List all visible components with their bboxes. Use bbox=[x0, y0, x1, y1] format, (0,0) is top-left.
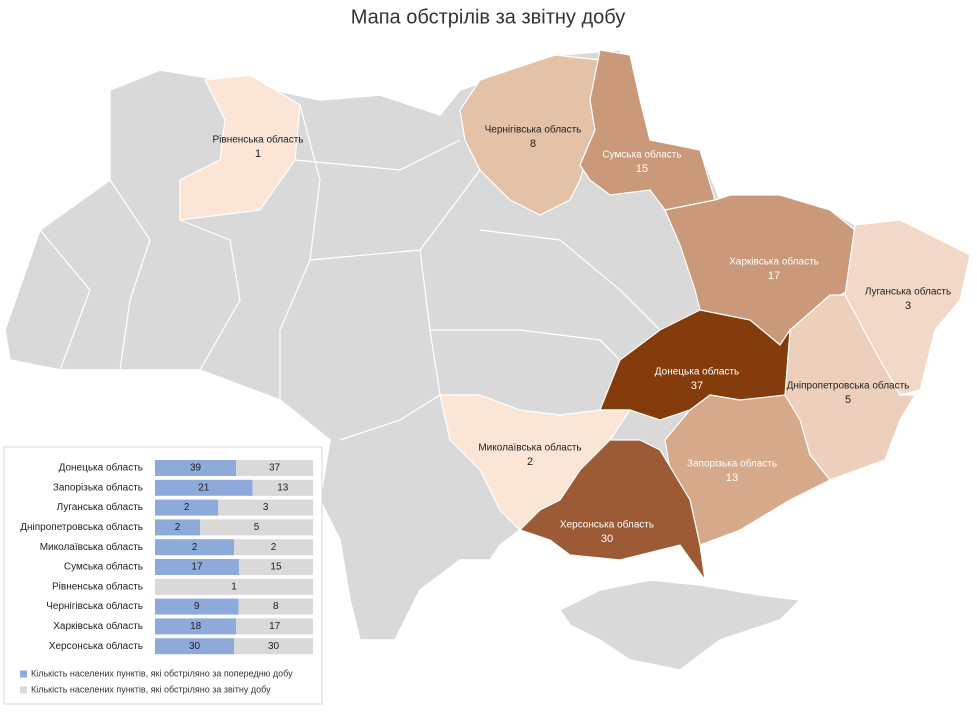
region-value: 37 bbox=[691, 380, 703, 392]
region-value: 17 bbox=[768, 270, 780, 282]
data-label: 1 bbox=[231, 581, 237, 592]
data-label: 18 bbox=[190, 621, 202, 632]
region-name: Донецька область bbox=[655, 366, 739, 378]
region-value: 2 bbox=[527, 456, 533, 468]
bar-segment bbox=[155, 638, 234, 655]
region-value: 1 bbox=[255, 148, 261, 160]
data-label: 21 bbox=[198, 482, 210, 493]
region-name: Запорізька область bbox=[687, 458, 777, 470]
region-value: 30 bbox=[601, 533, 613, 545]
region-value: 15 bbox=[636, 163, 648, 175]
region-value: 5 bbox=[845, 394, 851, 406]
data-label: 30 bbox=[268, 641, 280, 652]
data-label: 2 bbox=[175, 522, 181, 533]
data-label: 5 bbox=[254, 522, 260, 533]
data-label: 2 bbox=[271, 542, 277, 553]
bar-segment bbox=[218, 499, 313, 516]
data-label: 8 bbox=[273, 601, 279, 612]
category-label: Донецька область bbox=[59, 462, 143, 474]
region-borders bbox=[39, 104, 661, 441]
region-name: Луганська область bbox=[865, 286, 951, 298]
data-label: 15 bbox=[270, 562, 282, 573]
category-label: Запорізька область bbox=[53, 481, 143, 493]
bar-segment bbox=[155, 598, 239, 615]
map-regions: Рівненська область 1 Чернігівська область 8… bbox=[179, 49, 971, 581]
bar-segment bbox=[252, 479, 313, 496]
region-value: 8 bbox=[530, 138, 536, 150]
region bbox=[179, 74, 301, 221]
category-label: Дніпропетровська область bbox=[20, 521, 143, 533]
bar-segment bbox=[155, 578, 313, 595]
bar-segment bbox=[200, 519, 313, 536]
data-label: 17 bbox=[191, 562, 203, 573]
category-label: Херсонська область bbox=[49, 640, 143, 652]
data-label: 3 bbox=[263, 502, 269, 513]
region-name: Чернігівська область bbox=[485, 124, 582, 136]
bar-segment bbox=[236, 460, 313, 476]
region bbox=[518, 439, 706, 581]
page-title: Мапа обстрілів за звітну добу bbox=[351, 6, 626, 28]
crimea bbox=[558, 579, 802, 671]
category-label: Чернігівська область bbox=[46, 600, 143, 612]
region bbox=[579, 49, 716, 211]
legend-swatch bbox=[20, 670, 27, 678]
bar-segment bbox=[238, 598, 313, 615]
data-label: 39 bbox=[190, 463, 202, 474]
region-name: Рівненська область bbox=[213, 134, 304, 146]
legend-swatch bbox=[20, 686, 27, 694]
data-label: 30 bbox=[189, 641, 201, 652]
bar-segment bbox=[155, 559, 239, 575]
category-label: Харківська область bbox=[53, 620, 143, 632]
category-label: Луганська область bbox=[57, 501, 143, 513]
data-label: 2 bbox=[184, 502, 190, 513]
bar-segment bbox=[155, 499, 219, 516]
bar-segment bbox=[155, 479, 253, 496]
data-label: 13 bbox=[277, 482, 289, 493]
bar-segment bbox=[234, 638, 313, 655]
bar-segment bbox=[236, 618, 313, 635]
data-label: 9 bbox=[194, 601, 200, 612]
data-label: 2 bbox=[192, 542, 198, 553]
bar-segment bbox=[155, 618, 237, 635]
category-label: Сумська область bbox=[64, 561, 143, 573]
category-label: Рівненська область bbox=[52, 580, 143, 592]
bar-segment bbox=[155, 539, 234, 556]
region-name: Дніпропетровська область bbox=[787, 380, 910, 392]
data-label: 17 bbox=[269, 621, 281, 632]
region-name: Херсонська область bbox=[560, 519, 654, 531]
bar-segment bbox=[155, 460, 237, 476]
bar-segment bbox=[234, 539, 313, 556]
legend-label: Кількість населених пунктів, які обстріл… bbox=[31, 668, 293, 678]
legend-label: Кількість населених пунктів, які обстріл… bbox=[31, 684, 271, 694]
region-value: 13 bbox=[726, 472, 738, 484]
region-name: Сумська область bbox=[602, 149, 681, 161]
region-name: Миколаївська область bbox=[478, 442, 581, 454]
data-label: 37 bbox=[269, 463, 281, 474]
region-name: Харківська область bbox=[729, 256, 819, 268]
bar-segment bbox=[155, 519, 201, 536]
category-label: Миколаївська область bbox=[40, 541, 143, 553]
region-value: 3 bbox=[905, 300, 911, 312]
bar-segment bbox=[238, 559, 313, 575]
